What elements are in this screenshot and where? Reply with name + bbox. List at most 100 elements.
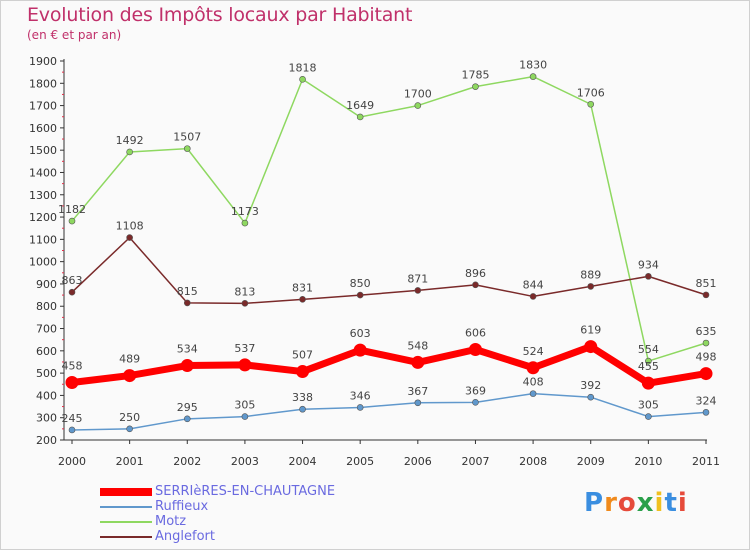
data-point xyxy=(645,413,652,420)
x-tick-label: 2002 xyxy=(173,455,201,468)
data-label: 1649 xyxy=(346,99,374,112)
data-label: 498 xyxy=(696,351,717,364)
data-label: 455 xyxy=(638,360,659,373)
x-tick-label: 2003 xyxy=(231,455,259,468)
y-tick-label: 1700 xyxy=(29,100,57,113)
data-point xyxy=(529,73,537,80)
data-point xyxy=(645,357,652,365)
data-point xyxy=(356,404,364,411)
chart-subtitle: (en € et par an) xyxy=(27,28,122,42)
data-label: 524 xyxy=(523,345,544,358)
data-label: 554 xyxy=(638,343,659,356)
series-line xyxy=(71,236,707,305)
x-tick-label: 2000 xyxy=(58,455,86,468)
data-label: 815 xyxy=(177,285,198,298)
chart-title: Evolution des Impôts locaux par Habitant xyxy=(27,4,413,26)
x-tick-label: 2008 xyxy=(519,455,547,468)
data-point xyxy=(414,399,422,407)
data-point xyxy=(241,413,249,420)
x-tick-label: 2010 xyxy=(634,455,662,468)
data-point xyxy=(702,339,710,347)
data-label: 1492 xyxy=(116,134,144,147)
data-point xyxy=(472,83,479,90)
data-label: 1785 xyxy=(461,69,489,82)
data-label: 889 xyxy=(580,268,601,281)
data-label: 295 xyxy=(177,401,198,414)
y-tick-label: 600 xyxy=(36,345,57,358)
y-tick-label: 1400 xyxy=(29,166,57,179)
data-point xyxy=(126,425,133,433)
logo-letter: i xyxy=(654,488,665,518)
data-point xyxy=(68,288,76,296)
data-point xyxy=(126,234,133,241)
data-label: 1108 xyxy=(116,220,144,233)
data-point xyxy=(414,287,422,294)
data-point xyxy=(68,426,76,434)
data-point xyxy=(587,393,595,401)
data-point xyxy=(645,273,652,280)
data-point xyxy=(526,361,540,375)
data-point xyxy=(472,399,479,406)
data-label: 305 xyxy=(638,399,659,412)
data-point xyxy=(241,219,249,227)
data-label: 1507 xyxy=(173,131,201,144)
legend-label: Ruffieux xyxy=(155,499,209,514)
logo-letter: i xyxy=(677,488,688,518)
data-label: 537 xyxy=(234,342,255,355)
data-label: 850 xyxy=(350,277,371,290)
legend-swatch xyxy=(100,535,152,538)
data-label: 1830 xyxy=(519,59,547,72)
logo-letter: o xyxy=(617,488,637,518)
data-point xyxy=(529,390,537,397)
data-label: 871 xyxy=(407,272,428,285)
data-label: 851 xyxy=(696,277,717,290)
data-label: 338 xyxy=(292,391,313,404)
data-point xyxy=(587,283,595,290)
data-point xyxy=(702,409,710,416)
data-label: 408 xyxy=(523,376,544,389)
y-tick-label: 400 xyxy=(36,389,57,402)
data-point xyxy=(468,342,482,356)
data-label: 1818 xyxy=(289,61,317,74)
y-tick-label: 900 xyxy=(36,278,57,291)
data-point xyxy=(238,358,252,372)
legend-entry: Ruffieux xyxy=(100,499,335,514)
data-point xyxy=(641,376,655,390)
y-tick-label: 300 xyxy=(36,412,57,425)
data-point xyxy=(241,300,249,307)
data-point xyxy=(414,102,422,109)
data-label: 458 xyxy=(62,359,83,372)
legend-label: SERRIèRES-EN-CHAUTAGNE xyxy=(155,484,336,499)
data-label: 534 xyxy=(177,343,198,356)
data-label: 603 xyxy=(350,327,371,340)
x-tick-label: 2005 xyxy=(346,455,374,468)
data-label: 606 xyxy=(465,326,486,339)
data-point xyxy=(699,367,713,381)
series-line xyxy=(71,343,707,387)
x-tick-label: 2009 xyxy=(577,455,605,468)
data-point xyxy=(702,291,710,299)
data-label: 507 xyxy=(292,349,313,362)
data-label: 305 xyxy=(234,399,255,412)
y-tick-label: 1000 xyxy=(29,256,57,269)
data-point xyxy=(123,369,137,383)
y-tick-label: 500 xyxy=(36,367,57,380)
data-label: 392 xyxy=(580,379,601,392)
y-tick-label: 1200 xyxy=(29,211,57,224)
data-point xyxy=(587,100,595,108)
data-label: 346 xyxy=(350,389,371,402)
data-label: 250 xyxy=(119,411,140,424)
data-point xyxy=(296,365,310,379)
logo-letter: x xyxy=(636,488,655,518)
legend-label: Anglefort xyxy=(155,529,215,544)
data-label: 369 xyxy=(465,384,486,397)
series-line xyxy=(71,75,707,362)
data-label: 324 xyxy=(696,394,717,407)
y-tick-label: 1500 xyxy=(29,144,57,157)
data-point xyxy=(356,291,364,299)
data-point xyxy=(183,415,191,423)
data-label: 367 xyxy=(407,385,428,398)
y-tick-label: 200 xyxy=(36,434,57,447)
